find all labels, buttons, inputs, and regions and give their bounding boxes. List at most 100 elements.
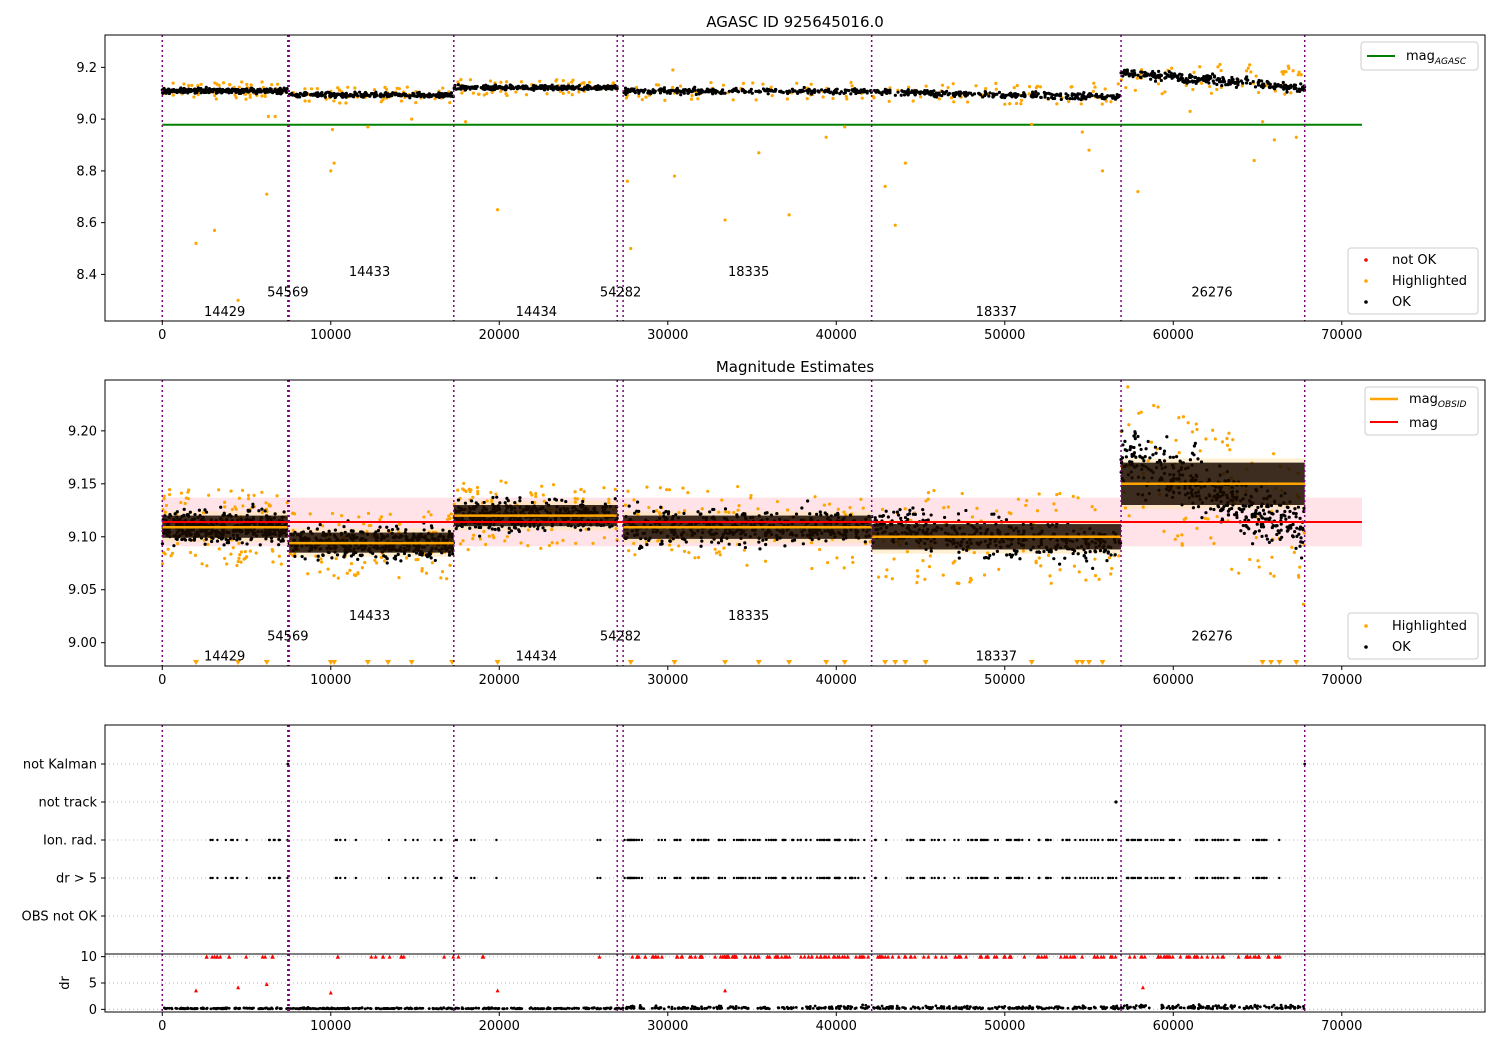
highlighted-point — [414, 101, 418, 105]
highlighted-point — [476, 489, 480, 493]
highlighted-point — [362, 522, 366, 526]
highlighted-point — [1230, 567, 1234, 571]
ok-point — [518, 499, 522, 503]
ok-point — [637, 509, 641, 513]
highlighted-point — [186, 84, 191, 88]
ok-point — [1031, 90, 1035, 94]
ok-point — [1241, 81, 1245, 85]
highlighted-point — [190, 83, 194, 87]
x-tick-label: 60000 — [1153, 328, 1194, 343]
ok-point — [792, 538, 797, 542]
ok-point — [1087, 92, 1092, 96]
highlighted-point — [238, 553, 242, 557]
highlighted-point — [769, 85, 773, 89]
highlighted-point — [885, 568, 889, 572]
ok-point — [959, 91, 963, 96]
ok-point — [1212, 81, 1216, 85]
highlighted-point — [447, 90, 451, 94]
ok-point — [984, 92, 988, 96]
highlighted-point — [937, 97, 941, 101]
highlighted-point — [720, 498, 724, 502]
highlighted-point — [696, 555, 701, 560]
ok-point — [1082, 91, 1086, 95]
ok-point — [645, 543, 649, 547]
ok-point — [589, 87, 594, 91]
highlighted-point — [1271, 452, 1276, 456]
ok-point — [1073, 97, 1077, 101]
highlighted-point — [404, 556, 409, 560]
highlighted-point — [488, 79, 493, 83]
ok-point — [1168, 74, 1172, 78]
ok-point — [896, 90, 900, 94]
ok-point — [873, 516, 877, 520]
highlighted-point — [787, 213, 791, 217]
highlighted-point — [505, 535, 509, 539]
ok-point — [509, 87, 513, 91]
highlighted-point — [850, 84, 854, 88]
ok-point — [733, 88, 737, 93]
highlighted-point — [519, 541, 523, 545]
ok-point — [541, 526, 545, 530]
ok-point — [378, 94, 382, 98]
highlighted-point — [986, 551, 990, 555]
highlighted-point — [550, 527, 554, 532]
highlighted-point — [682, 549, 687, 553]
highlighted-point — [456, 80, 460, 84]
ok-point — [1055, 92, 1059, 96]
legend-mag-sub: AGASC — [1434, 57, 1467, 67]
ok-point — [359, 93, 363, 97]
ok-point — [660, 542, 664, 546]
ok-point — [382, 93, 386, 97]
highlighted-point — [1049, 581, 1053, 585]
ok-point — [623, 86, 628, 90]
highlighted-point — [194, 241, 198, 245]
highlighted-point — [315, 87, 320, 91]
highlighted-point — [960, 491, 964, 496]
highlighted-point — [818, 547, 822, 552]
ok-point — [1022, 91, 1026, 95]
highlighted-point — [360, 566, 365, 570]
ok-point — [427, 554, 432, 558]
highlighted-point — [320, 560, 324, 564]
ok-point — [807, 88, 811, 92]
ok-point — [376, 528, 381, 533]
highlighted-point — [420, 567, 424, 571]
ok-point — [824, 539, 828, 543]
ok-point — [773, 87, 778, 92]
highlighted-point — [540, 484, 544, 488]
ok-point — [507, 531, 511, 535]
highlighted-point — [1244, 69, 1249, 73]
highlighted-point — [1198, 449, 1202, 453]
ok-point — [802, 85, 806, 90]
highlighted-point — [721, 83, 726, 87]
highlighted-point — [1135, 76, 1139, 80]
ok-point — [425, 94, 429, 98]
highlighted-point — [348, 568, 352, 572]
highlighted-point — [843, 513, 848, 517]
ok-point — [765, 87, 769, 91]
ok-point — [1276, 83, 1280, 87]
ok-point — [316, 94, 320, 99]
ok-point — [451, 552, 455, 556]
highlighted-point — [1156, 82, 1161, 86]
highlighted-point — [424, 571, 429, 575]
legend-ok-label: OK — [1392, 295, 1411, 310]
ok-point — [277, 537, 281, 541]
highlighted-point — [1054, 508, 1058, 512]
ok-point — [224, 537, 228, 541]
highlighted-point — [271, 560, 275, 564]
highlighted-point — [1016, 497, 1020, 501]
ok-point — [1138, 75, 1143, 80]
highlighted-point — [1024, 503, 1028, 508]
ok-point — [160, 542, 165, 546]
ok-point — [222, 543, 226, 547]
ok-point — [911, 512, 915, 516]
highlighted-point — [687, 550, 691, 555]
highlighted-point — [223, 556, 227, 561]
highlighted-point — [429, 513, 433, 517]
ok-point — [232, 87, 236, 92]
highlighted-point — [1231, 438, 1235, 442]
highlighted-point — [1019, 98, 1024, 102]
ok-point — [560, 84, 564, 88]
highlighted-point — [426, 510, 431, 514]
